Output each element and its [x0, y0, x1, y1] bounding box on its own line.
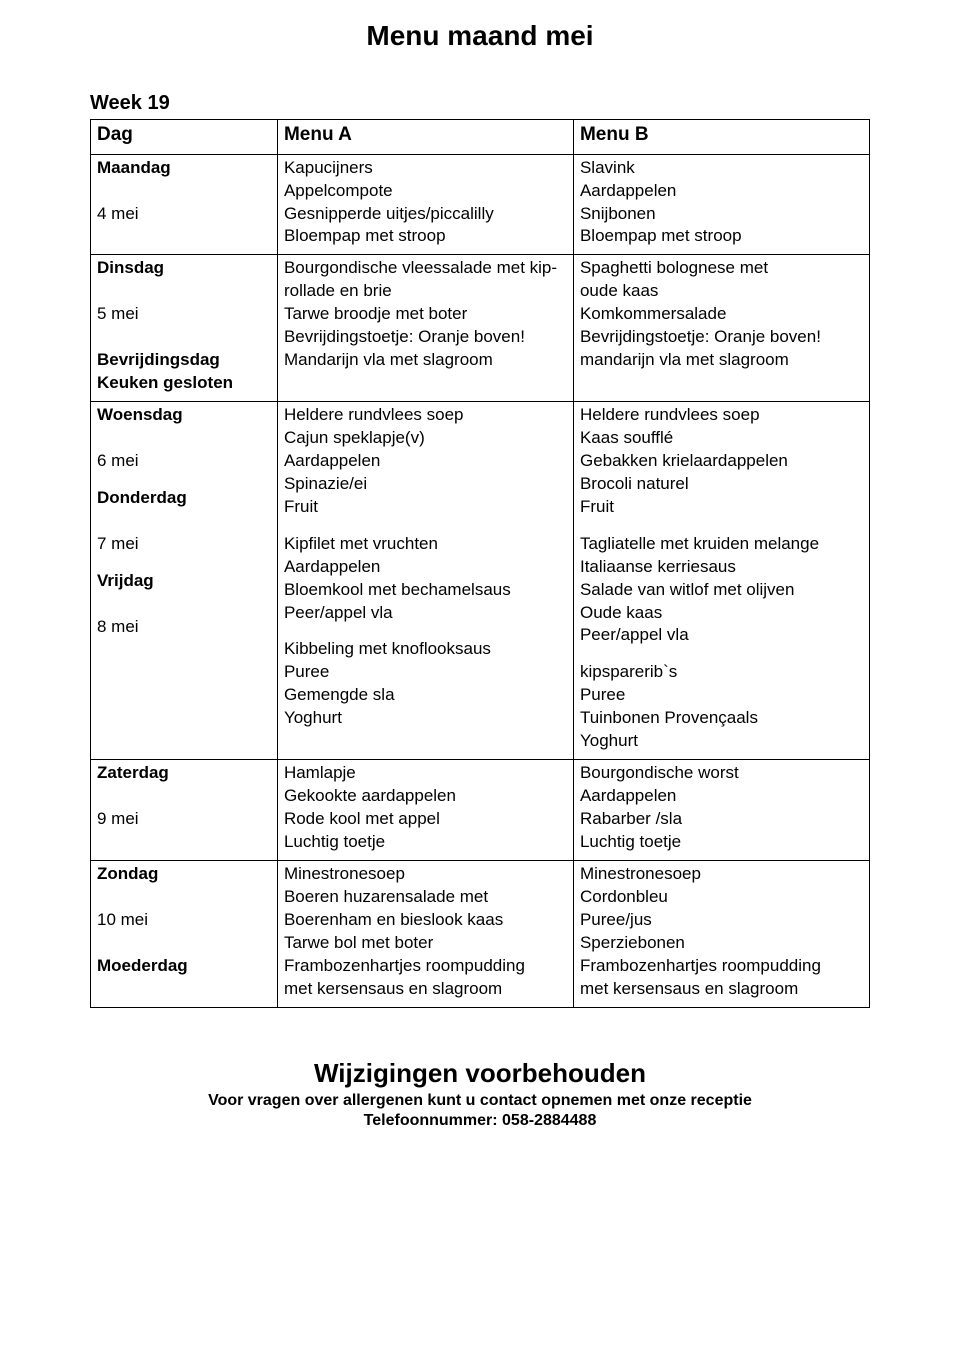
menu-a-cell: Heldere rundvlees soepCajun speklapje(v)…	[277, 402, 573, 760]
day-cell: Zaterdag 9 mei	[91, 760, 278, 861]
menu-b-cell: Spaghetti bolognese metoude kaasKomkomme…	[573, 255, 869, 402]
menu-b-cell: Bourgondische worstAardappelenRabarber /…	[573, 760, 869, 861]
table-header: Menu B	[573, 120, 869, 155]
day-cell: Zondag 10 mei Moederdag	[91, 860, 278, 1007]
table-header: Menu A	[277, 120, 573, 155]
footer-main: Wijzigingen voorbehouden	[90, 1058, 870, 1089]
menu-table: DagMenu AMenu B Maandag 4 meiKapucijnersA…	[90, 119, 870, 1008]
footer-line2: Telefoonnummer: 058-2884488	[90, 1111, 870, 1132]
day-cell: Maandag 4 mei	[91, 154, 278, 255]
menu-b-cell: MinestronesoepCordonbleuPuree/jusSperzie…	[573, 860, 869, 1007]
table-header: Dag	[91, 120, 278, 155]
week-label: Week 19	[90, 92, 870, 115]
day-cell: Woensdag 6 meiDonderdag 7 meiVrijdag 8 m…	[91, 402, 278, 760]
menu-a-cell: HamlapjeGekookte aardappelenRode kool me…	[277, 760, 573, 861]
menu-b-cell: SlavinkAardappelenSnijbonenBloempap met …	[573, 154, 869, 255]
page-title: Menu maand mei	[90, 20, 870, 52]
day-cell: Dinsdag 5 mei BevrijdingsdagKeuken geslo…	[91, 255, 278, 402]
footer: Wijzigingen voorbehouden Voor vragen ove…	[90, 1058, 870, 1133]
footer-line1: Voor vragen over allergenen kunt u conta…	[90, 1091, 870, 1112]
menu-b-cell: Heldere rundvlees soepKaas souffléGebakk…	[573, 402, 869, 760]
menu-a-cell: MinestronesoepBoeren huzarensalade metBo…	[277, 860, 573, 1007]
menu-a-cell: KapucijnersAppelcompoteGesnipperde uitje…	[277, 154, 573, 255]
menu-a-cell: Bourgondische vleessalade met kip-rollad…	[277, 255, 573, 402]
page: Menu maand mei Week 19 DagMenu AMenu B Ma…	[0, 0, 960, 1172]
